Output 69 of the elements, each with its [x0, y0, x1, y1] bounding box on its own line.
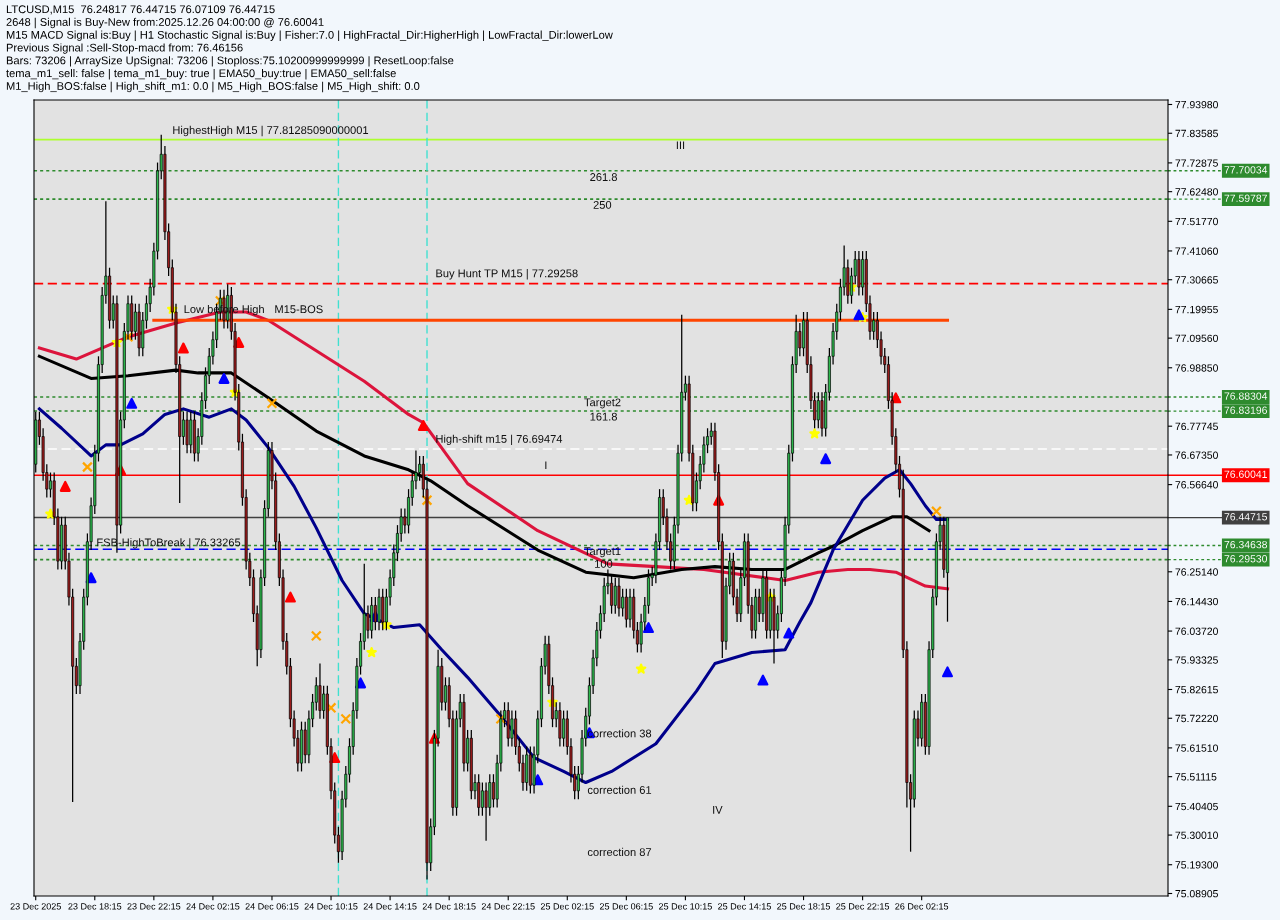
x-tick-label: 25 Dec 10:15 — [659, 903, 712, 910]
y-tick-label: 75.82615 — [1175, 685, 1218, 694]
y-tick-label: 77.19955 — [1175, 305, 1218, 314]
text: M1_High_BOS:false | High_shift_m1: 0.0 | M5_High_BOS:false | M5_High_shift: 0.0 — [6, 81, 420, 93]
ref-line-label: 76.29530 — [1224, 555, 1268, 563]
y-tick-label: 77.41060 — [1175, 247, 1218, 255]
annotation: Target2 — [584, 398, 621, 409]
annotation: 250 — [593, 200, 612, 209]
y-tick-label: 75.93325 — [1175, 656, 1218, 664]
y-tick-label: 75.30010 — [1175, 831, 1218, 839]
annotation: M15-BOS — [275, 305, 323, 314]
x-tick-label: 24 Dec 10:15 — [304, 903, 358, 910]
x-tick-label: 25 Dec 22:15 — [836, 903, 890, 910]
y-tick-label: 77.62480 — [1175, 188, 1218, 196]
y-tick-label: 77.09560 — [1175, 334, 1218, 343]
annotation: I — [545, 461, 547, 470]
y-tick-label: 76.67350 — [1175, 451, 1218, 459]
annotation: III — [676, 141, 685, 150]
ref-line-label: 76.60041 — [1224, 470, 1267, 478]
x-tick-label: 25 Dec 18:15 — [777, 903, 831, 910]
x-tick-label: 24 Dec 06:15 — [245, 903, 299, 910]
ref-line-label: 76.44715 — [1224, 513, 1268, 521]
text: 2648 | Signal is Buy-New from:2025.12.26 04:00:00 @ 76.60041 — [6, 17, 324, 29]
y-tick-label: 75.08905 — [1175, 890, 1218, 898]
y-tick-label: 77.83585 — [1175, 129, 1218, 138]
x-tick-label: 26 Dec 02:15 — [895, 903, 949, 910]
x-tick-label: 25 Dec 02:15 — [540, 903, 594, 910]
ref-line-label: 76.83196 — [1224, 406, 1267, 414]
y-tick-label: 77.51770 — [1175, 217, 1218, 226]
y-tick-label: 76.98850 — [1175, 364, 1218, 372]
text: Bars: 73206 | ArraySize UpSignal: 73206 | Stoploss:75.10200999999999 | ResetLoop:false — [6, 56, 454, 67]
y-tick-label: 77.93980 — [1175, 100, 1218, 109]
y-tick-label: 76.56640 — [1175, 481, 1218, 489]
ref-line-label: 76.88304 — [1224, 392, 1268, 400]
x-tick-label: 24 Dec 14:15 — [363, 903, 417, 910]
y-tick-label: 75.72220 — [1175, 714, 1218, 723]
ref-line-label: 76.34638 — [1224, 540, 1267, 549]
annotation: Buy Hunt TP M15 | 77.29258 — [436, 269, 578, 280]
x-tick-label: 23 Dec 22:15 — [127, 903, 181, 910]
annotation: correction 61 — [587, 785, 652, 794]
x-tick-label: 23 Dec 18:15 — [68, 903, 122, 910]
ref-line-label: 77.59787 — [1224, 194, 1267, 202]
annotation: IV — [713, 806, 723, 814]
x-tick-label: 24 Dec 02:15 — [186, 903, 240, 910]
annotation: 261.8 — [590, 173, 617, 181]
text: Previous Signal :Sell-Stop-macd from: 76.46156 — [6, 43, 243, 54]
chart-title: LTCUSD,M15 76.24817 76.44715 76.07109 76.44715 — [6, 5, 275, 15]
y-tick-label: 77.30665 — [1175, 276, 1218, 284]
ref-line-label: 77.70034 — [1224, 166, 1268, 174]
y-tick-label: 77.72875 — [1175, 159, 1218, 167]
y-tick-label: 75.19300 — [1175, 861, 1218, 869]
x-tick-label: 25 Dec 06:15 — [599, 903, 653, 910]
text: tema_m1_sell: false | tema_m1_buy: true | EMA50_buy:true | EMA50_sell:false — [6, 69, 396, 80]
y-tick-label: 76.25140 — [1175, 568, 1218, 576]
x-tick-label: 23 Dec 2025 — [10, 903, 61, 910]
x-tick-label: 24 Dec 18:15 — [422, 903, 476, 910]
y-tick-label: 75.51115 — [1175, 773, 1217, 781]
y-tick-label: 76.03720 — [1175, 627, 1218, 635]
annotation: 161.8 — [590, 412, 617, 421]
annotation: correction 87 — [587, 847, 652, 856]
annotation: High-shift m15 | 76.69474 — [436, 434, 563, 446]
y-tick-label: 75.40405 — [1175, 802, 1218, 811]
y-tick-label: 75.61510 — [1175, 744, 1218, 752]
y-tick-label: 76.14430 — [1175, 597, 1218, 606]
annotation: Target1 — [584, 547, 621, 558]
x-tick-label: 24 Dec 22:15 — [481, 903, 535, 910]
x-tick-label: 25 Dec 14:15 — [718, 903, 771, 910]
y-tick-label: 76.77745 — [1175, 422, 1218, 431]
text: M15 MACD Signal is:Buy | H1 Stochastic Signal is:Buy | Fisher:7.0 | HighFractal_Dir:HigherHigh | LowFractal_Dir:lowerLow — [6, 30, 613, 42]
